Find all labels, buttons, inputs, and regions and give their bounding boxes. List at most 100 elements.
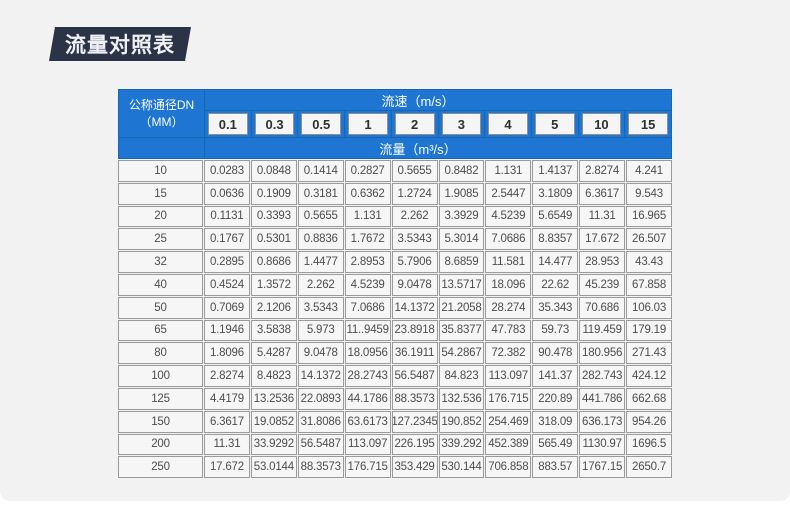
flow-value-cell: 0.8836 bbox=[297, 228, 344, 251]
velocity-header-cell: 0.5 bbox=[298, 111, 345, 137]
flow-value-cell: 565.49 bbox=[532, 433, 579, 456]
flow-value-cell: 9.543 bbox=[626, 182, 672, 205]
velocity-header-cell: 4 bbox=[485, 111, 531, 137]
flow-value-cell: 0.5655 bbox=[391, 160, 438, 182]
flow-value-cell: 1.8096 bbox=[204, 342, 250, 365]
flow-value-cell: 3.5838 bbox=[250, 319, 297, 342]
flow-value-cell: 1767.15 bbox=[579, 456, 626, 479]
flow-value-cell: 176.715 bbox=[485, 387, 532, 410]
flow-value-cell: 7.0686 bbox=[344, 296, 391, 319]
corner-header-line2: （MM） bbox=[139, 114, 184, 129]
dn-cell: 25 bbox=[118, 228, 203, 251]
flow-value-cell: 226.195 bbox=[391, 433, 438, 456]
flow-value-cell: 54.2867 bbox=[438, 342, 485, 365]
flow-value-cell: 424.12 bbox=[626, 365, 672, 387]
flow-value-cell: 2.5447 bbox=[485, 182, 532, 205]
flow-value-cell: 67.858 bbox=[626, 273, 672, 296]
flow-value-cell: 33.9292 bbox=[250, 433, 297, 456]
velocity-value: 1 bbox=[348, 113, 388, 135]
flow-value-cell: 1.1946 bbox=[204, 319, 250, 342]
flow-value-cell: 3.5343 bbox=[391, 228, 438, 251]
flow-value-cell: 90.478 bbox=[532, 342, 579, 365]
flow-value-cell: 190.852 bbox=[438, 410, 485, 433]
flow-value-cell: 11..9459 bbox=[344, 319, 391, 342]
dn-cell: 100 bbox=[118, 365, 203, 387]
page-title-badge: 流量对照表 bbox=[49, 27, 191, 61]
dn-cell: 50 bbox=[118, 296, 203, 319]
flow-value-cell: 8.8357 bbox=[532, 228, 579, 251]
flow-band-label: 流量（m³/s） bbox=[379, 141, 457, 157]
flow-value-cell: 1.131 bbox=[485, 160, 532, 182]
flow-value-cell: 353.429 bbox=[391, 456, 438, 479]
flow-band-header: 流量（m³/s） bbox=[205, 138, 671, 158]
flow-value-cell: 23.8918 bbox=[391, 319, 438, 342]
flow-value-cell: 0.5655 bbox=[297, 205, 344, 228]
flow-value-cell: 4.4179 bbox=[204, 387, 250, 410]
flow-value-cell: 220.89 bbox=[532, 387, 579, 410]
flow-value-cell: 11.31 bbox=[204, 433, 250, 456]
flow-value-cell: 17.672 bbox=[579, 228, 626, 251]
flow-value-cell: 452.389 bbox=[485, 433, 532, 456]
dn-cell: 200 bbox=[118, 433, 203, 456]
flow-value-cell: 2.8274 bbox=[204, 365, 250, 387]
flow-value-cell: 1.131 bbox=[344, 205, 391, 228]
velocity-band-label: 流速（m/s） bbox=[381, 93, 455, 109]
flow-value-cell: 63.6173 bbox=[344, 410, 391, 433]
flow-value-cell: 0.2895 bbox=[204, 251, 250, 273]
velocity-header-cell: 5 bbox=[531, 111, 578, 137]
velocity-value: 0.5 bbox=[301, 113, 342, 135]
flow-value-cell: 3.1809 bbox=[532, 182, 579, 205]
flow-value-cell: 4.5239 bbox=[485, 205, 532, 228]
velocity-value: 10 bbox=[581, 113, 622, 135]
table-body: 10 0.0283 0.0848 0.1414 0.2827 0.5655 0.8482 1.… bbox=[118, 160, 672, 479]
flow-value-cell: 0.6362 bbox=[344, 182, 391, 205]
flow-value-cell: 0.3393 bbox=[250, 205, 297, 228]
flow-value-cell: 13.2536 bbox=[250, 387, 297, 410]
flow-value-cell: 14.477 bbox=[532, 251, 579, 273]
flow-value-cell: 1696.5 bbox=[626, 433, 672, 456]
flow-value-cell: 22.62 bbox=[532, 273, 579, 296]
velocity-value: 4 bbox=[488, 113, 528, 135]
flow-value-cell: 88.3573 bbox=[391, 387, 438, 410]
flow-value-cell: 47.783 bbox=[485, 319, 532, 342]
flow-value-cell: 339.292 bbox=[438, 433, 485, 456]
flow-value-cell: 1.2724 bbox=[391, 182, 438, 205]
flow-value-cell: 21.2058 bbox=[438, 296, 485, 319]
flow-value-cell: 530.144 bbox=[438, 456, 485, 479]
velocity-band-header: 流速（m/s） bbox=[205, 90, 671, 110]
velocity-header-cell: 0.3 bbox=[251, 111, 298, 137]
flow-value-cell: 2.8274 bbox=[579, 160, 626, 182]
flow-value-cell: 0.7069 bbox=[204, 296, 250, 319]
velocity-value: 0.1 bbox=[208, 113, 248, 135]
flow-value-cell: 70.686 bbox=[579, 296, 626, 319]
dn-cell: 15 bbox=[118, 182, 203, 205]
flow-value-cell: 18.096 bbox=[485, 273, 532, 296]
flow-value-cell: 176.715 bbox=[344, 456, 391, 479]
flow-rate-table: 公称通径DN （MM） 流速（m/s） 流量（m³/s） 0.1 0.3 0.5 1 2… bbox=[118, 89, 672, 479]
flow-value-cell: 28.953 bbox=[579, 251, 626, 273]
dn-cell: 250 bbox=[118, 456, 203, 479]
corner-header-dn: 公称通径DN （MM） bbox=[119, 90, 204, 137]
flow-value-cell: 4.5239 bbox=[344, 273, 391, 296]
flow-value-cell: 6.3617 bbox=[204, 410, 250, 433]
corner-filler-cell bbox=[119, 138, 204, 158]
flow-value-cell: 1.4477 bbox=[297, 251, 344, 273]
flow-value-cell: 0.0848 bbox=[250, 160, 297, 182]
flow-value-cell: 5.4287 bbox=[250, 342, 297, 365]
flow-value-cell: 5.7906 bbox=[391, 251, 438, 273]
flow-value-cell: 1.9085 bbox=[438, 182, 485, 205]
flow-value-cell: 7.0686 bbox=[485, 228, 532, 251]
flow-value-cell: 53.0144 bbox=[250, 456, 297, 479]
flow-value-cell: 0.3181 bbox=[297, 182, 344, 205]
flow-value-cell: 8.6859 bbox=[438, 251, 485, 273]
flow-value-cell: 9.0478 bbox=[297, 342, 344, 365]
flow-value-cell: 59.73 bbox=[532, 319, 579, 342]
flow-value-cell: 0.8686 bbox=[250, 251, 297, 273]
dn-cell: 32 bbox=[118, 251, 203, 273]
flow-value-cell: 141.37 bbox=[532, 365, 579, 387]
flow-value-cell: 954.26 bbox=[626, 410, 672, 433]
velocity-value: 0.3 bbox=[254, 113, 295, 135]
flow-value-cell: 8.4823 bbox=[250, 365, 297, 387]
table-header: 公称通径DN （MM） 流速（m/s） 流量（m³/s） 0.1 0.3 0.5 1 2… bbox=[118, 89, 672, 159]
flow-value-cell: 28.2743 bbox=[344, 365, 391, 387]
